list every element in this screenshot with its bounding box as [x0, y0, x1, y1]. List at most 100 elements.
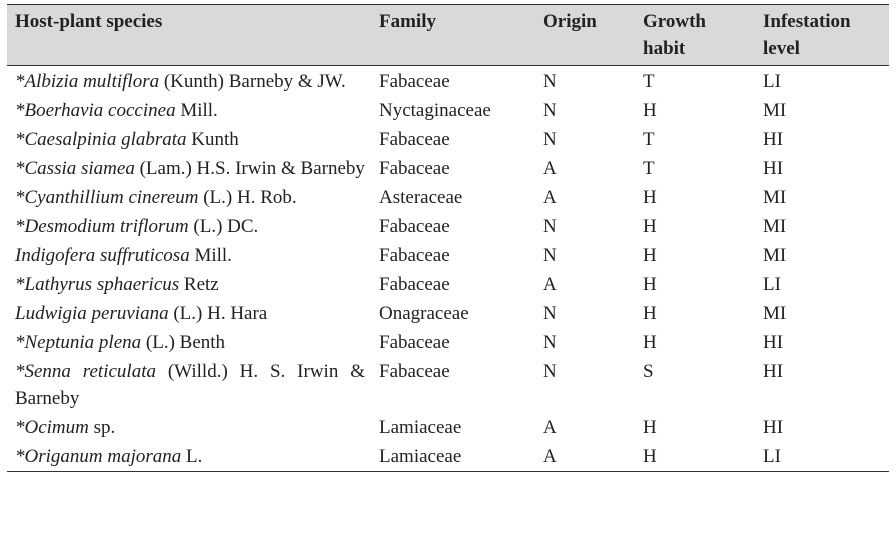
family-cell: Fabaceae	[379, 129, 450, 150]
table-row: Ludwigia peruviana (L.) H. Hara Onagracea…	[7, 299, 889, 328]
habit-cell: T	[643, 71, 655, 92]
habit-cell: H	[643, 245, 657, 266]
habit-cell: H	[643, 100, 657, 121]
authority: (L.) H. Hara	[173, 303, 268, 324]
binomial: Albizia multiflora	[24, 71, 160, 92]
family-cell: Asteraceae	[379, 187, 463, 208]
species-name: *Cyanthillium cinereum	[15, 187, 198, 208]
family-cell: Fabaceae	[379, 71, 450, 92]
authority: (Willd.) H. S. Irwin & Barneby	[15, 361, 365, 409]
binomial: Ludwigia peruviana	[15, 303, 169, 324]
family-cell: Nyctaginaceae	[379, 100, 491, 121]
species-name: *Origanum majorana	[15, 446, 181, 467]
binomial: Origanum majorana	[24, 446, 182, 467]
table-row: *Ocimum sp. Lamiaceae A H HI	[7, 413, 889, 442]
habit-cell: T	[643, 158, 655, 179]
native-mark: *	[15, 187, 25, 208]
binomial: Cyanthillium cinereum	[24, 187, 199, 208]
species-cell: *Boerhavia coccinea Mill.	[7, 96, 371, 125]
level-cell: MI	[763, 187, 787, 208]
column-header: Infestation level	[755, 4, 889, 66]
species-cell: *Neptunia plena (L.) Benth	[7, 328, 371, 357]
binomial: Senna reticulata	[24, 361, 156, 382]
table-row: *Desmodium triflorum (L.) DC. Fabaceae N H M…	[7, 212, 889, 241]
family-cell: Fabaceae	[379, 158, 450, 179]
family-cell: Lamiaceae	[371, 442, 535, 472]
species-cell: *Caesalpinia glabrata Kunth	[7, 125, 371, 154]
binomial: Caesalpinia glabrata	[24, 129, 187, 150]
family-cell: Fabaceae	[379, 274, 450, 295]
origin-cell: A	[543, 274, 557, 295]
species-name: Ludwigia peruviana	[15, 303, 169, 324]
page: {"table": { "header": ["Host-plant speci…	[0, 4, 896, 533]
authority: (Lam.) H.S. Irwin & Barneby	[139, 158, 365, 179]
table-row: *Boerhavia coccinea Mill. Nyctaginaceae N H…	[7, 96, 889, 125]
native-mark: *	[15, 417, 25, 438]
origin-cell: A	[543, 158, 557, 179]
habit-cell: H	[643, 417, 657, 438]
column-header: Growth habit	[635, 4, 755, 66]
species-cell: *Origanum majorana L.	[7, 442, 371, 472]
column-header: Origin	[535, 4, 635, 66]
authority: Kunth	[191, 129, 239, 150]
habit-cell: H	[643, 216, 657, 237]
species-cell: Ludwigia peruviana (L.) H. Hara	[7, 299, 371, 328]
level-cell: HI	[763, 361, 784, 382]
origin-cell: N	[543, 129, 557, 150]
table-row: *Origanum majorana L. Lamiaceae A H LI	[7, 442, 889, 472]
binomial: Boerhavia coccinea	[24, 100, 176, 121]
origin-cell: N	[543, 361, 557, 382]
authority: L.	[186, 446, 203, 467]
origin-cell: N	[543, 303, 557, 324]
native-mark: *	[15, 100, 25, 121]
species-cell: *Cassia siamea (Lam.) H.S. Irwin & Barne…	[7, 154, 371, 183]
binomial: Lathyrus sphaericus	[24, 274, 180, 295]
habit-cell: T	[643, 129, 655, 150]
authority: Mill.	[194, 245, 232, 266]
native-mark: *	[15, 158, 25, 179]
level-cell: MI	[763, 245, 787, 266]
species-name: *Neptunia plena	[15, 332, 141, 353]
native-mark: *	[15, 361, 25, 382]
habit-cell: H	[643, 332, 657, 353]
species-cell: *Desmodium triflorum (L.) DC.	[7, 212, 371, 241]
family-cell: Fabaceae	[379, 361, 450, 382]
authority: Mill.	[180, 100, 218, 121]
native-mark: *	[15, 71, 25, 92]
level-cell: HI	[763, 417, 784, 438]
family-cell: Fabaceae	[379, 245, 450, 266]
table-row: Indigofera suffruticosa Mill. Fabaceae N H M…	[7, 241, 889, 270]
authority: (L.) Benth	[145, 332, 226, 353]
binomial: Indigofera suffruticosa	[15, 245, 190, 266]
species-name: *Senna reticulata	[15, 361, 156, 382]
level-cell: LI	[763, 71, 781, 92]
table-row: *Lathyrus sphaericus Retz Fabaceae A H LI	[7, 270, 889, 299]
origin-cell: A	[543, 417, 557, 438]
species-name: *Ocimum	[15, 417, 89, 438]
habit-cell: H	[635, 442, 755, 472]
binomial: Desmodium triflorum	[24, 216, 189, 237]
header-row: Host-plant species Family Origin Growth hab…	[7, 4, 889, 66]
native-mark: *	[15, 446, 25, 467]
native-mark: *	[15, 129, 25, 150]
authority: sp.	[93, 417, 116, 438]
species-name: *Desmodium triflorum	[15, 216, 189, 237]
family-cell: Lamiaceae	[379, 417, 462, 438]
origin-cell: N	[543, 216, 557, 237]
species-cell: *Albizia multiflora (Kunth) Barneby & JW…	[7, 66, 371, 97]
table-row: *Cassia siamea (Lam.) H.S. Irwin & Barne…	[7, 154, 889, 183]
level-cell: LI	[763, 274, 781, 295]
level-cell: LI	[755, 442, 889, 472]
family-cell: Fabaceae	[379, 216, 450, 237]
native-mark: *	[15, 216, 25, 237]
table-row: *Senna reticulata (Willd.) H. S. Irwin &…	[7, 357, 889, 413]
origin-cell: A	[543, 187, 557, 208]
species-name: *Albizia multiflora	[15, 71, 159, 92]
table-row: *Albizia multiflora (Kunth) Barneby & JW…	[7, 66, 889, 97]
species-name: *Cassia siamea	[15, 158, 135, 179]
origin-cell: N	[543, 71, 557, 92]
authority: (L.) H. Rob.	[203, 187, 297, 208]
binomial: Cassia siamea	[24, 158, 135, 179]
table-row: *Caesalpinia glabrata Kunth Fabaceae N T HI	[7, 125, 889, 154]
authority: (L.) DC.	[193, 216, 259, 237]
